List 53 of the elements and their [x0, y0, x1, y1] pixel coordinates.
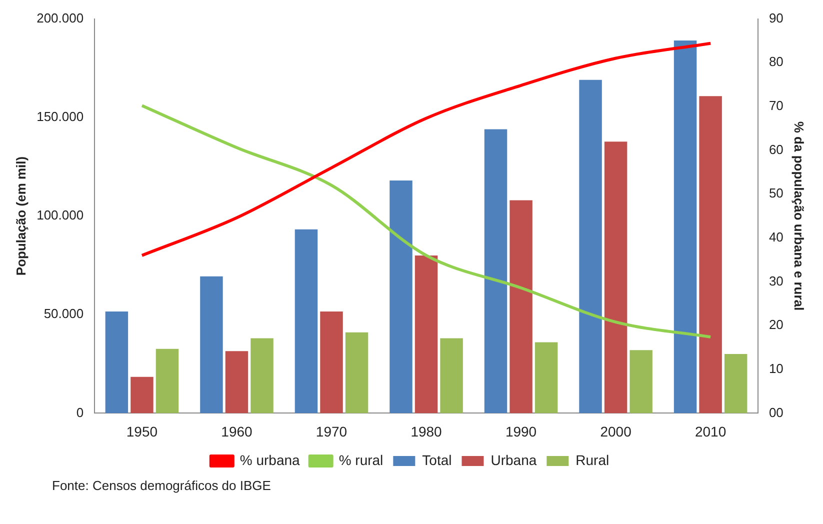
bar: [724, 354, 748, 414]
bar: [484, 129, 508, 414]
y-tick-label: 0: [76, 404, 84, 420]
y-axis-title: População (em mil): [13, 156, 28, 276]
y2-tick-label: 70: [768, 98, 784, 114]
bar: [250, 338, 274, 414]
x-tick-label: 1970: [316, 423, 348, 440]
source-note: Fonte: Censos demográficos do IBGE: [52, 478, 271, 493]
bar: [440, 338, 463, 414]
legend-label: Total: [422, 452, 452, 468]
line-series: [140, 104, 712, 338]
x-tick-label: 2000: [600, 423, 632, 440]
y2-tick-label: 50: [768, 186, 784, 201]
x-tick-label: 1990: [505, 423, 537, 440]
bar: [534, 342, 558, 414]
y-tick-label: 150.000: [36, 108, 84, 124]
bar: [630, 350, 652, 414]
bar: [510, 200, 532, 414]
bar: [604, 142, 628, 414]
line-series: [140, 42, 712, 257]
y2-tick-label: 20: [768, 317, 784, 332]
bar: [200, 276, 223, 414]
bar: [225, 351, 248, 414]
legend-label: Urbana: [490, 452, 537, 468]
y2-tick-label: 10: [768, 360, 784, 376]
bar: [345, 332, 368, 414]
legend-label: % urbana: [240, 452, 300, 468]
bar: [105, 311, 128, 414]
x-tick-label: 1960: [221, 423, 253, 440]
bar: [156, 348, 179, 414]
bar: [699, 96, 722, 414]
bar: [414, 255, 438, 414]
bar: [674, 40, 697, 414]
x-tick-label: 1980: [410, 423, 442, 440]
x-tick-label: 2010: [694, 423, 726, 440]
y2-tick-label: 80: [768, 54, 784, 70]
x-tick-label: 1950: [126, 423, 158, 440]
y-tick-label: 50.000: [44, 306, 84, 322]
y2-axis-title: % da população urbana e rural: [792, 121, 807, 311]
bar: [390, 180, 412, 414]
bar: [320, 311, 343, 414]
legend-label: % rural: [338, 452, 384, 468]
bar: [294, 229, 318, 414]
y2-tick-label: 60: [768, 142, 784, 157]
bar: [579, 80, 602, 414]
y2-tick-label: 90: [768, 10, 784, 26]
legend-label: Rural: [576, 452, 610, 468]
bar: [130, 376, 154, 414]
y2-tick-label: 30: [768, 273, 784, 288]
y2-tick-label: 40: [768, 229, 784, 244]
y-tick-label: 200.000: [36, 10, 84, 26]
y-tick-label: 100.000: [36, 208, 84, 223]
y2-tick-label: 00: [768, 404, 784, 420]
